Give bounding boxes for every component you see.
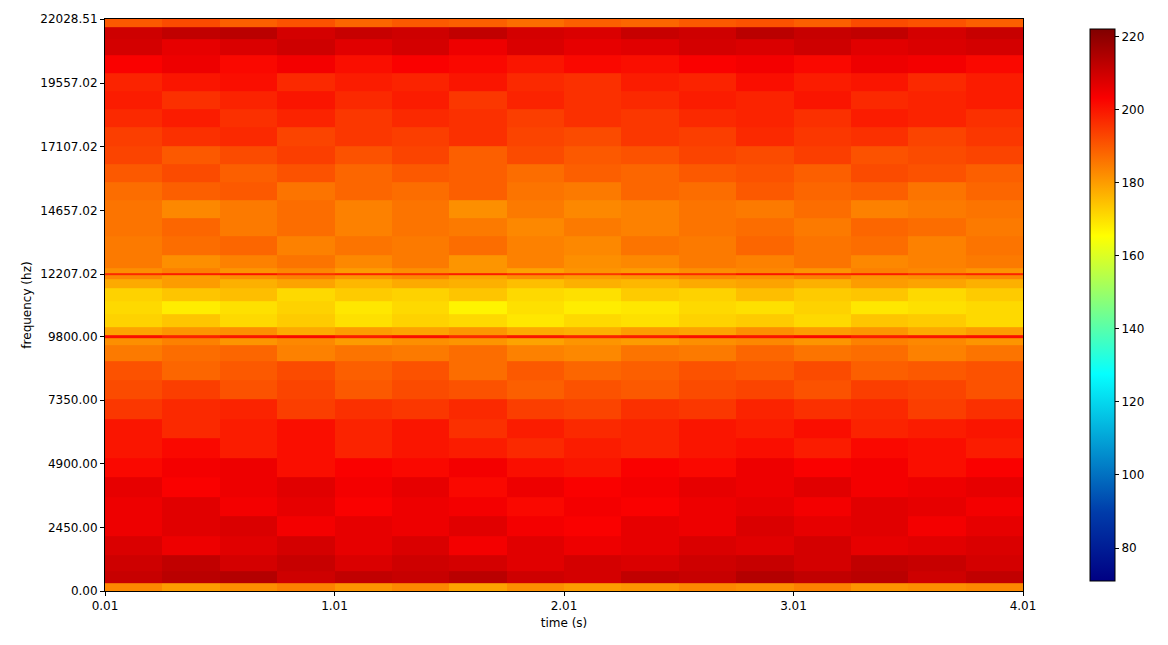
svg-text:17107.02: 17107.02 [40, 140, 97, 154]
svg-text:7350.00: 7350.00 [48, 393, 98, 407]
svg-text:19557.02: 19557.02 [40, 76, 97, 90]
svg-text:14657.02: 14657.02 [40, 204, 97, 218]
svg-text:time (s): time (s) [541, 616, 588, 630]
svg-text:2.01: 2.01 [551, 599, 578, 613]
svg-text:0.00: 0.00 [71, 584, 98, 598]
svg-text:2450.00: 2450.00 [48, 521, 98, 535]
svg-text:4900.00: 4900.00 [48, 457, 98, 471]
svg-text:frequency (hz): frequency (hz) [20, 261, 34, 348]
svg-text:180: 180 [1121, 176, 1144, 190]
svg-text:3.01: 3.01 [780, 599, 807, 613]
svg-text:0.01: 0.01 [92, 599, 119, 613]
svg-text:100: 100 [1121, 468, 1144, 482]
svg-text:220: 220 [1121, 30, 1144, 44]
svg-text:12207.02: 12207.02 [40, 267, 97, 281]
svg-text:160: 160 [1121, 249, 1144, 263]
svg-text:1.01: 1.01 [321, 599, 348, 613]
svg-text:4.01: 4.01 [1010, 599, 1037, 613]
svg-text:9800.00: 9800.00 [48, 330, 98, 344]
svg-text:200: 200 [1121, 103, 1144, 117]
svg-text:120: 120 [1121, 395, 1144, 409]
svg-text:22028.51: 22028.51 [40, 12, 97, 26]
svg-text:80: 80 [1121, 541, 1136, 555]
svg-text:140: 140 [1121, 322, 1144, 336]
